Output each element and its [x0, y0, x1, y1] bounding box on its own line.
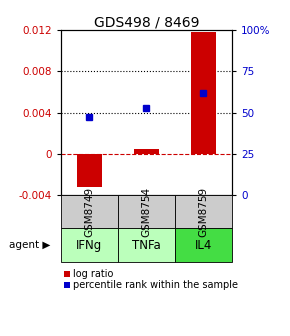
- Text: TNFa: TNFa: [132, 239, 161, 252]
- Text: GSM8749: GSM8749: [84, 186, 95, 237]
- Text: log ratio: log ratio: [73, 269, 113, 279]
- Text: IL4: IL4: [195, 239, 212, 252]
- Text: agent ▶: agent ▶: [9, 240, 50, 250]
- Text: GSM8759: GSM8759: [198, 186, 209, 237]
- Text: IFNg: IFNg: [76, 239, 103, 252]
- Bar: [77, 154, 102, 187]
- Text: GSM8754: GSM8754: [142, 186, 151, 237]
- Text: percentile rank within the sample: percentile rank within the sample: [73, 280, 238, 290]
- Bar: [191, 32, 216, 154]
- Bar: [134, 149, 159, 154]
- Title: GDS498 / 8469: GDS498 / 8469: [94, 15, 199, 29]
